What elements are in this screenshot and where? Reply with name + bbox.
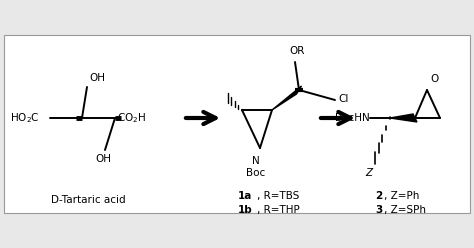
Text: 2: 2 xyxy=(375,191,382,201)
Text: , Z=SPh: , Z=SPh xyxy=(384,205,426,215)
Text: OH: OH xyxy=(89,73,105,83)
Polygon shape xyxy=(390,114,417,122)
Text: BocHN: BocHN xyxy=(335,113,370,123)
Text: Cl: Cl xyxy=(338,94,348,104)
Text: 1a: 1a xyxy=(238,191,252,201)
Text: HO$_2$C: HO$_2$C xyxy=(10,111,40,125)
Text: , Z=Ph: , Z=Ph xyxy=(384,191,420,201)
Text: Boc: Boc xyxy=(246,168,265,178)
Text: , R=TBS: , R=TBS xyxy=(256,191,299,201)
Text: OR: OR xyxy=(289,46,305,56)
Text: O: O xyxy=(430,74,438,84)
Text: 3: 3 xyxy=(375,205,382,215)
Polygon shape xyxy=(272,86,301,110)
Text: CO$_2$H: CO$_2$H xyxy=(117,111,146,125)
Text: D-Tartaric acid: D-Tartaric acid xyxy=(51,195,125,205)
FancyBboxPatch shape xyxy=(4,35,470,213)
Text: N: N xyxy=(252,156,260,166)
Text: Z: Z xyxy=(365,168,373,178)
Text: , R=THP: , R=THP xyxy=(257,205,300,215)
Text: OH: OH xyxy=(95,154,111,164)
Text: 1b: 1b xyxy=(238,205,253,215)
